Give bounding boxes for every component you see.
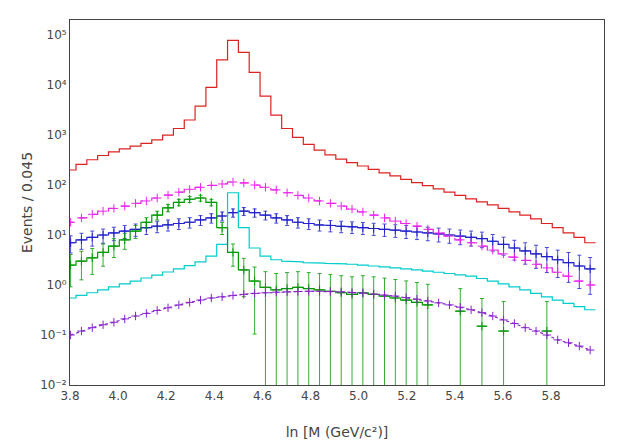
- svg-text:4.4: 4.4: [205, 389, 224, 403]
- svg-text:10²: 10²: [47, 178, 67, 192]
- svg-text:4.8: 4.8: [301, 389, 320, 403]
- svg-text:10⁴: 10⁴: [47, 78, 67, 92]
- svg-text:10⁻¹: 10⁻¹: [40, 328, 67, 342]
- svg-text:10¹: 10¹: [47, 228, 67, 242]
- svg-text:5.2: 5.2: [397, 389, 416, 403]
- svg-text:5.0: 5.0: [349, 389, 368, 403]
- svg-text:5.8: 5.8: [542, 389, 561, 403]
- svg-text:Events / 0.045: Events / 0.045: [19, 152, 35, 253]
- svg-text:4.0: 4.0: [109, 389, 128, 403]
- svg-text:4.6: 4.6: [253, 389, 272, 403]
- svg-text:10³: 10³: [47, 128, 67, 142]
- svg-text:3.8: 3.8: [60, 389, 79, 403]
- svg-text:10⁰: 10⁰: [47, 278, 67, 292]
- svg-text:10⁻²: 10⁻²: [40, 378, 67, 392]
- svg-text:5.6: 5.6: [493, 389, 512, 403]
- svg-text:4.2: 4.2: [157, 389, 176, 403]
- svg-text:5.4: 5.4: [445, 389, 464, 403]
- svg-text:10⁵: 10⁵: [47, 28, 67, 42]
- svg-text:ln [M (GeV/c²)]: ln [M (GeV/c²)]: [286, 424, 389, 440]
